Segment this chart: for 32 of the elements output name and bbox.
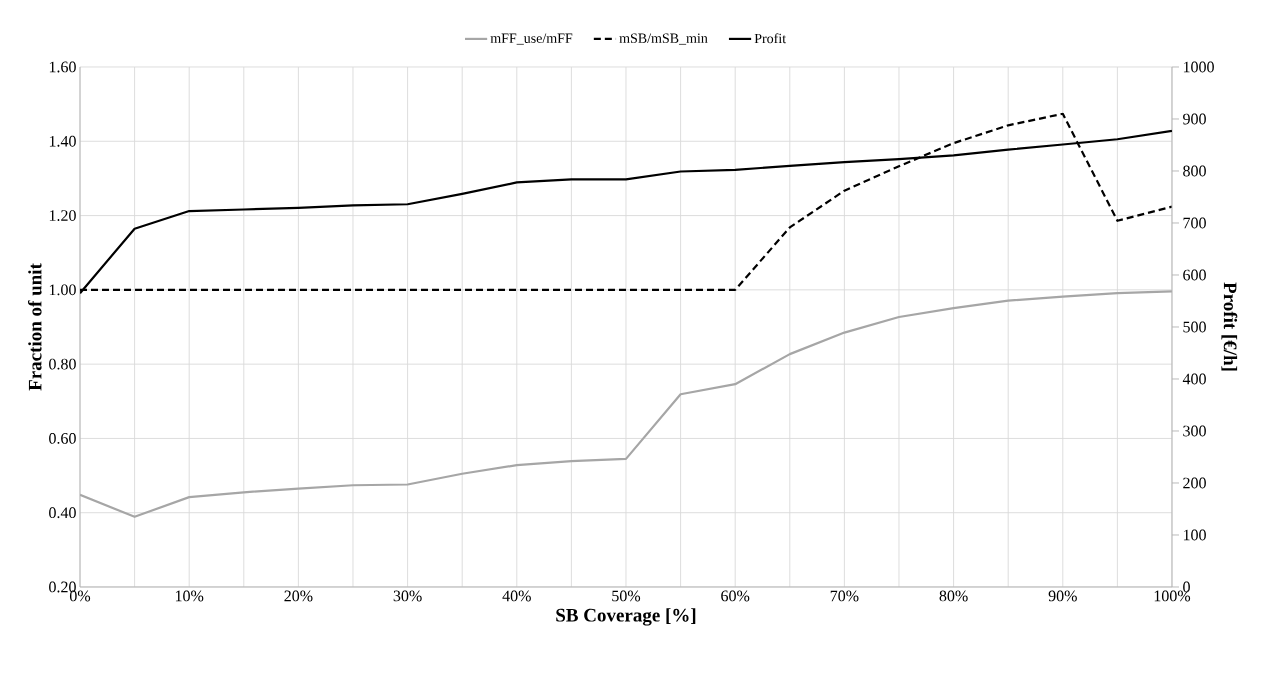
y-tick-label: 0.80 [49,358,76,370]
x-tick-label: 90% [1048,590,1077,602]
y2-tick-label: 200 [1183,477,1206,489]
y2-tick-label: 600 [1183,269,1206,281]
x-tick-label: 80% [939,590,968,602]
x-axis-title: SB Coverage [%] [556,608,696,626]
legend-label: mSB/mSB_min [619,33,708,45]
x-tick-label: 60% [721,590,750,602]
x-tick-label: 50% [612,590,641,602]
y2-tick-label: 300 [1183,425,1206,437]
y-tick-label: 1.20 [49,210,76,221]
y-tick-label: 1.60 [49,61,76,73]
legend-label: mFF_use/mFF [490,33,573,45]
x-tick-label: 10% [175,590,204,602]
y-tick-label: 1.40 [49,135,76,147]
y-tick-label: 0.40 [49,507,76,519]
y-axis-title: Fraction of unit [27,263,42,391]
y-tick-label: 0.60 [49,433,76,444]
y2-tick-label: 400 [1182,373,1206,385]
y2-tick-label: 800 [1183,165,1206,177]
y2-axis-title: Profit [€/h] [1221,282,1238,371]
x-tick-label: 70% [830,590,859,602]
y2-tick-label: 100 [1183,529,1206,541]
legend-label: Profit [754,33,787,44]
x-tick-label: 40% [502,590,531,602]
y2-tick-label: 500 [1183,321,1206,333]
y2-tick-label: 1000 [1183,61,1214,73]
y2-tick-label: 700 [1183,217,1206,229]
x-tick-label: 20% [284,590,313,602]
y2-tick-label: 900 [1183,113,1206,125]
x-tick-label: 30% [393,590,422,602]
y-tick-label: 1.00 [49,284,76,296]
